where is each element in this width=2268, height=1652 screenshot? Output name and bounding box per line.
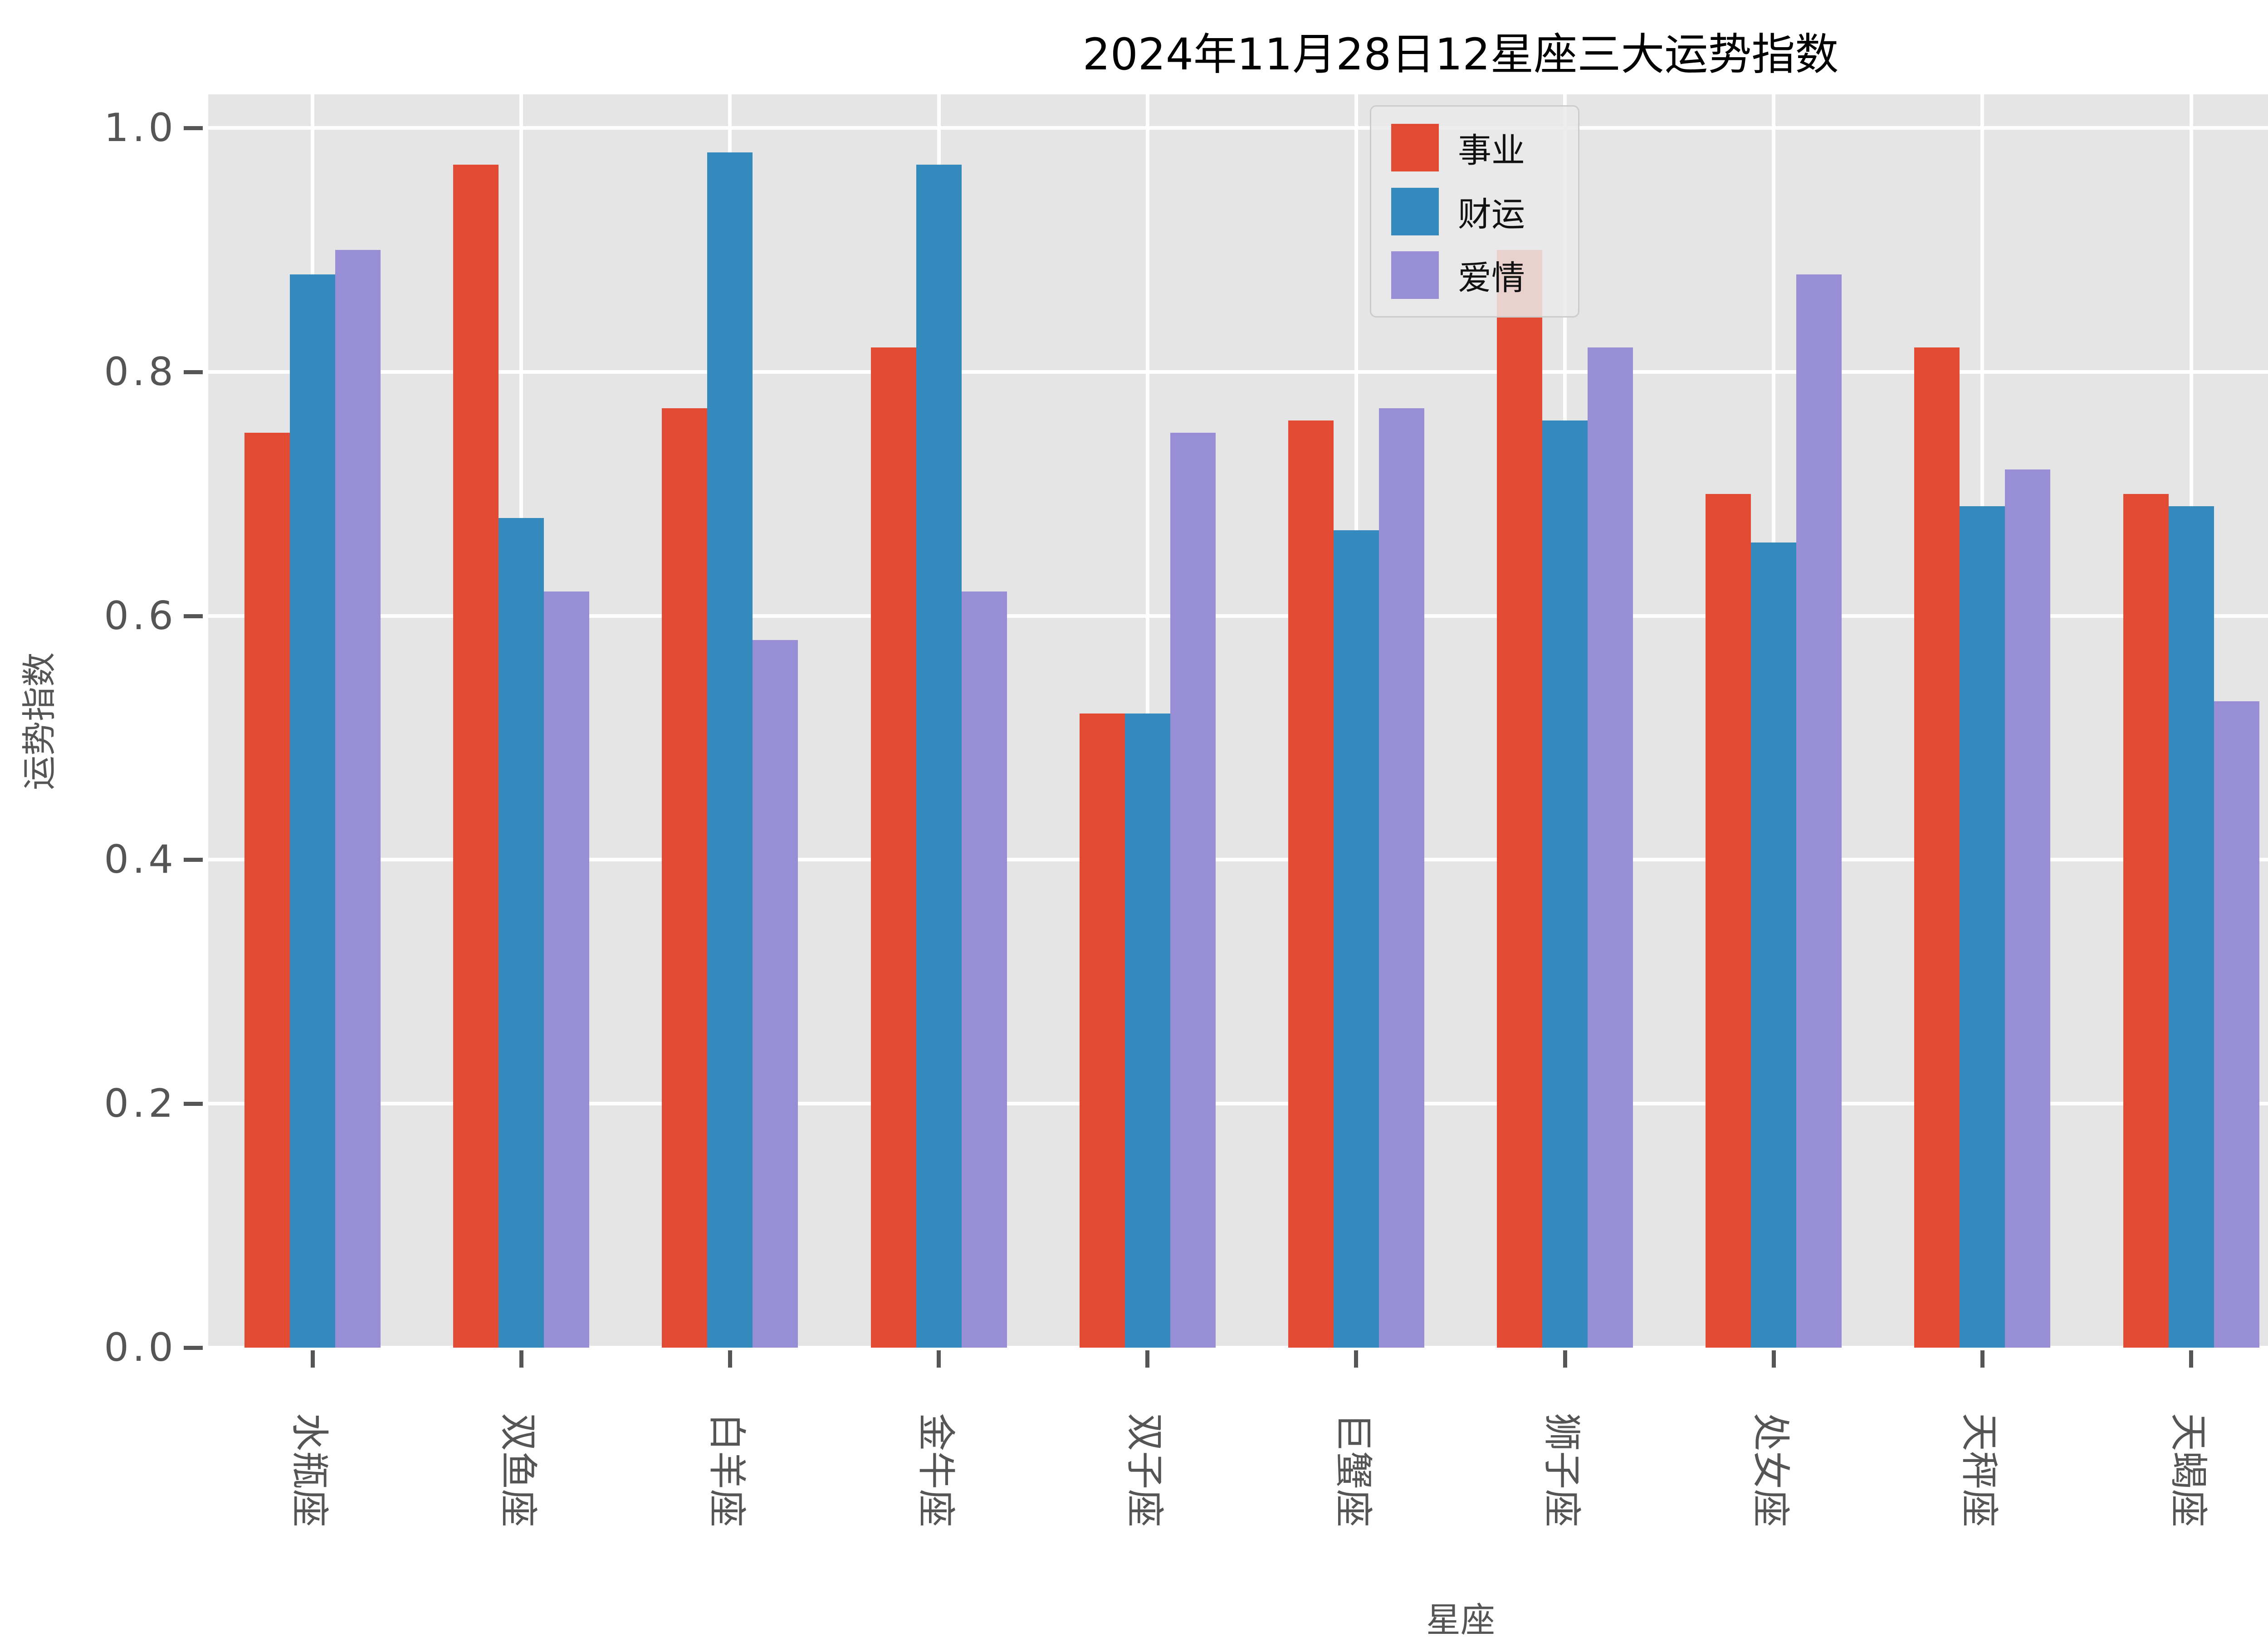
x-tick-label-巨蟹座: 巨蟹座 <box>1331 1413 1376 1528</box>
y-tick-mark <box>184 1346 203 1350</box>
x-tick-mark <box>1354 1350 1359 1368</box>
x-tick-label-双鱼座: 双鱼座 <box>496 1413 541 1528</box>
bar-爱情-水瓶座 <box>335 249 381 1348</box>
x-tick-mark <box>1980 1350 1984 1368</box>
y-tick-label: 0.6 <box>104 593 177 639</box>
bar-事业-天蝎座 <box>2123 494 2169 1348</box>
x-tick-mark <box>310 1350 315 1368</box>
y-tick-mark <box>184 858 203 862</box>
bar-事业-双子座 <box>1079 713 1125 1348</box>
x-tick-mark <box>1563 1350 1567 1368</box>
legend-label: 事业 <box>1458 131 1525 170</box>
bar-财运-双子座 <box>1124 713 1170 1348</box>
y-tick-mark <box>184 370 203 374</box>
x-tick-mark <box>1771 1350 1776 1368</box>
x-tick-mark <box>2189 1350 2194 1368</box>
x-axis-title: 星座 <box>1426 1600 1495 1640</box>
bar-事业-巨蟹座 <box>1288 420 1334 1348</box>
plot-area <box>208 94 2268 1348</box>
x-tick-label-双子座: 双子座 <box>1122 1413 1167 1528</box>
y-tick-mark <box>184 126 203 130</box>
bar-爱情-天蝎座 <box>2214 701 2259 1348</box>
bar-财运-天秤座 <box>1960 506 2005 1348</box>
bar-爱情-金牛座 <box>961 591 1007 1348</box>
x-tick-mark <box>728 1350 732 1368</box>
x-tick-label-天蝎座: 天蝎座 <box>2166 1413 2211 1528</box>
bar-财运-金牛座 <box>916 164 962 1348</box>
gridline-horizontal <box>208 1346 2268 1348</box>
y-tick-label: 0.8 <box>104 349 177 395</box>
x-tick-mark <box>937 1350 941 1368</box>
gridline-horizontal <box>208 614 2268 618</box>
legend: 事业 财运 爱情 <box>1370 105 1579 318</box>
y-tick-label: 0.4 <box>104 837 177 883</box>
y-tick-label: 1.0 <box>104 105 177 151</box>
legend-swatch-财运 <box>1391 187 1439 235</box>
x-tick-label-金牛座: 金牛座 <box>914 1413 958 1528</box>
x-tick-mark <box>1145 1350 1150 1368</box>
bar-事业-狮子座 <box>1497 249 1543 1348</box>
bar-财运-处女座 <box>1751 543 1797 1348</box>
gridline-horizontal <box>208 858 2268 862</box>
y-tick-label: 0.2 <box>104 1081 177 1127</box>
bar-爱情-天秤座 <box>2005 469 2051 1348</box>
bar-爱情-白羊座 <box>753 640 798 1348</box>
legend-item-财运: 财运 <box>1391 187 1558 235</box>
y-axis-title: 运势指数 <box>19 652 59 790</box>
legend-item-爱情: 爱情 <box>1391 251 1558 299</box>
bar-爱情-双子座 <box>1170 433 1216 1348</box>
x-tick-label-水瓶座: 水瓶座 <box>287 1413 332 1528</box>
bar-事业-白羊座 <box>662 408 708 1348</box>
legend-swatch-爱情 <box>1391 251 1439 299</box>
legend-label: 爱情 <box>1458 259 1525 298</box>
gridline-horizontal <box>208 370 2268 374</box>
x-tick-mark <box>519 1350 523 1368</box>
x-tick-label-白羊座: 白羊座 <box>704 1413 749 1528</box>
y-tick-label: 0.0 <box>104 1325 177 1370</box>
x-tick-label-处女座: 处女座 <box>1748 1413 1793 1528</box>
x-tick-label-天秤座: 天秤座 <box>1957 1413 2002 1528</box>
x-tick-label-狮子座: 狮子座 <box>1540 1413 1584 1528</box>
bar-财运-双鱼座 <box>499 518 544 1348</box>
chart-title: 2024年11月28日12星座三大运势指数 <box>1082 29 1839 80</box>
legend-swatch-事业 <box>1391 124 1439 171</box>
bar-财运-巨蟹座 <box>1333 530 1379 1348</box>
gridline-horizontal <box>208 1102 2268 1106</box>
bar-事业-金牛座 <box>870 347 916 1348</box>
bar-事业-水瓶座 <box>244 433 290 1348</box>
legend-item-事业: 事业 <box>1391 124 1558 171</box>
bar-爱情-处女座 <box>1796 274 1842 1348</box>
bar-财运-水瓶座 <box>290 274 336 1348</box>
bar-爱情-巨蟹座 <box>1378 408 1424 1348</box>
bar-事业-双鱼座 <box>453 164 499 1348</box>
bar-财运-狮子座 <box>1542 420 1588 1348</box>
bar-财运-天蝎座 <box>2168 506 2214 1348</box>
bar-事业-处女座 <box>1706 494 1751 1348</box>
bar-事业-天秤座 <box>1914 347 1960 1348</box>
y-tick-mark <box>184 1102 203 1106</box>
gridline-horizontal <box>208 126 2268 130</box>
y-tick-mark <box>184 614 203 618</box>
bar-爱情-狮子座 <box>1588 347 1633 1348</box>
legend-label: 财运 <box>1458 195 1525 234</box>
bar-财运-白羊座 <box>707 152 753 1348</box>
bar-爱情-双鱼座 <box>544 591 590 1348</box>
